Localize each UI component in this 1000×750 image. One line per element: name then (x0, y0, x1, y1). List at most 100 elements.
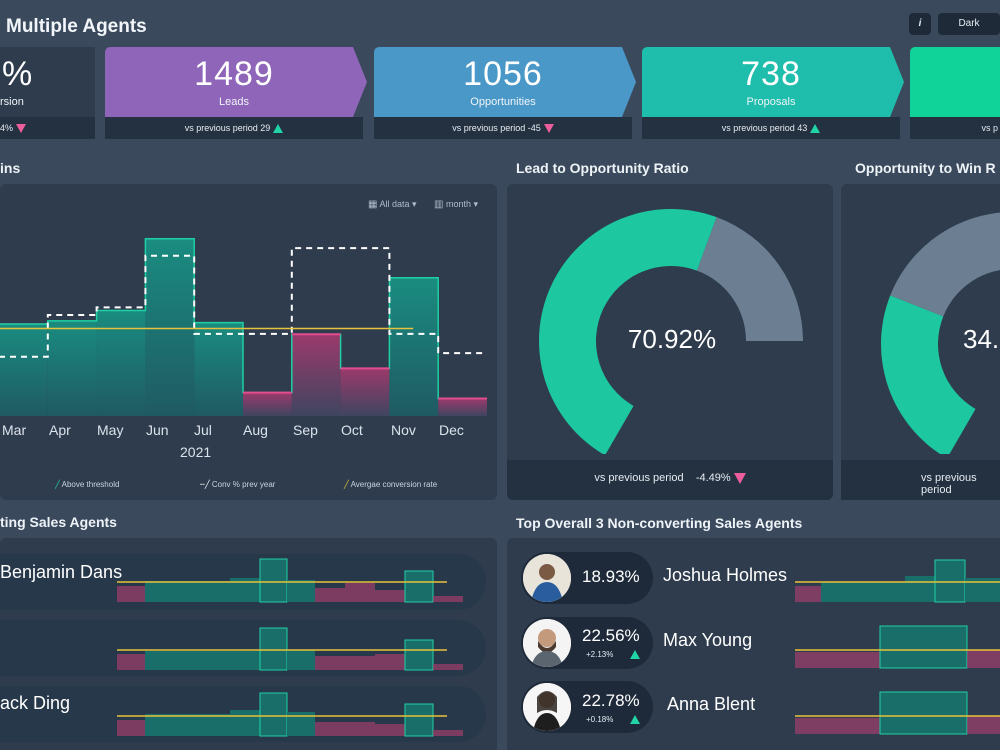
agent-name: Max Young (663, 630, 753, 650)
legend-dash-icon: ╌╱ (200, 480, 210, 489)
agent-delta: +0.18% (586, 715, 614, 724)
avatar[interactable] (523, 554, 571, 602)
agent-name: ack Ding (0, 693, 71, 713)
kpi-label: Leads (219, 96, 249, 108)
opp-win-title: Opportunity to Win R (855, 160, 996, 176)
trend-down-icon (16, 124, 27, 134)
opp-win-gauge (881, 212, 1000, 454)
kpi-value: 1489 (194, 55, 274, 93)
agent-sparkline (117, 692, 463, 737)
lead-opp-panel: 70.92% vs previous period -4.49% (507, 184, 833, 500)
kpi-footer: vs previous period -45 (452, 123, 541, 133)
trend-up-icon (273, 124, 284, 134)
agent-pct: 18.93% (582, 567, 640, 586)
bar-jun[interactable] (145, 238, 195, 416)
wins-chart-title: ins (0, 160, 21, 176)
converting-agents-title: ting Sales Agents (0, 514, 117, 530)
agent-sparkline (795, 559, 1000, 603)
gauge-remaining-arc (696, 217, 803, 341)
kpi-footer: vs previous period 29 (184, 123, 271, 133)
wins-chart-panel: ▦ All data ▾ ▥ month ▾ Mar Apr May Jun J… (0, 184, 497, 500)
theme-toggle-button[interactable]: Dark (938, 13, 1000, 35)
kpi-label: rsion (0, 96, 24, 108)
tick-label-mar: Mar (2, 422, 27, 438)
kpi-footer: 4% (0, 123, 14, 133)
kpi-value: 1056 (463, 55, 543, 93)
kpi-leads-arrow-shape (105, 47, 367, 117)
tick-label-nov: Nov (391, 422, 416, 438)
tick-label-may: May (97, 422, 124, 438)
calendar-icon: ▦ (368, 199, 378, 210)
trend-down-icon (733, 472, 746, 484)
wins-chart (0, 237, 487, 416)
legend-average-rate: ╱ Avergae conversion rate (344, 480, 438, 489)
bar-mar[interactable] (0, 323, 48, 416)
opp-win-value: 34. (963, 324, 1000, 354)
series-line-conv-prev-year (0, 247, 487, 358)
agent-name: Joshua Holmes (663, 565, 788, 585)
bar-apr[interactable] (47, 320, 97, 416)
bar-dec[interactable] (438, 398, 487, 416)
agent-sparkline (117, 558, 463, 603)
opp-win-footer: vs previous period (921, 472, 977, 496)
agent-pct: 22.56% (582, 626, 640, 645)
trend-up-icon (810, 124, 821, 134)
agent-pct: 22.78% (582, 691, 640, 710)
agent-sparkline (117, 627, 463, 671)
kpi-opportunities-card: 1056 Opportunities vs previous period -4… (374, 47, 636, 139)
kpi-footer: vs previous period 43 (721, 123, 808, 133)
agent-name: Benjamin Dans (0, 562, 123, 582)
tick-label-apr: Apr (49, 422, 71, 438)
agent-delta: +2.13% (586, 650, 614, 659)
agent-name: Anna Blent (667, 694, 756, 714)
tick-label-jul: Jul (194, 422, 212, 438)
legend-line-icon: ╱ (344, 480, 349, 489)
kpi-wins-card: vs p (910, 47, 1000, 139)
bar-chart-icon: ▥ (434, 199, 444, 210)
gauge-value-arc (881, 295, 976, 454)
agent-sparkline (795, 625, 1000, 669)
kpi-opportunities-arrow-shape (374, 47, 636, 117)
nonconverting-agents-title: Top Overall 3 Non-converting Sales Agent… (516, 515, 803, 531)
kpi-proposals-arrow-shape (642, 47, 904, 117)
bar-nov[interactable] (389, 277, 439, 416)
info-button[interactable]: i (909, 13, 931, 35)
bar-sep[interactable] (291, 334, 341, 416)
lead-opp-gauge (539, 209, 803, 454)
kpi-label: Opportunities (470, 96, 536, 108)
tick-label-jun: Jun (146, 422, 169, 438)
legend-line-icon: ╱ (55, 480, 60, 489)
kpi-conversion-card: % rsion 4% (0, 47, 95, 139)
gauge-remaining-arc (890, 212, 1000, 317)
trend-down-icon (543, 124, 554, 134)
year-label: 2021 (180, 444, 212, 460)
legend-above-threshold: ╱ Above threshold (55, 480, 120, 489)
kpi-label: Proposals (746, 96, 796, 108)
avatar[interactable] (523, 619, 571, 667)
bar-may[interactable] (96, 310, 146, 416)
bar-oct[interactable] (340, 368, 390, 416)
filter-all-data[interactable]: ▦ All data ▾ (368, 199, 417, 210)
trend-up-icon (630, 715, 640, 724)
bar-jul[interactable] (194, 322, 243, 416)
lead-opp-title: Lead to Opportunity Ratio (516, 160, 689, 176)
gauge-value-arc (539, 209, 717, 454)
filter-month[interactable]: ▥ month ▾ (434, 199, 479, 210)
lead-opp-value: 70.92% (627, 324, 717, 354)
kpi-value: 738 (741, 55, 801, 93)
trend-up-icon (630, 650, 640, 659)
tick-label-aug: Aug (243, 422, 268, 438)
series-line-above-threshold (0, 237, 487, 400)
kpi-value: % (2, 55, 34, 93)
tick-label-oct: Oct (341, 422, 363, 438)
bar-aug[interactable] (243, 392, 292, 416)
legend-conv-prev-year: ╌╱ Conv % prev year (200, 480, 276, 489)
kpi-leads-card: 1489 Leads vs previous period 29 (105, 47, 367, 139)
tick-label-sep: Sep (293, 422, 318, 438)
nonconverting-agents-panel: 18.93% Joshua Holmes 22.56% +2.13% Max Y… (507, 538, 1000, 750)
opp-win-panel: 34. vs previous period (841, 184, 1000, 500)
lead-opp-footer: vs previous period -4.49% (507, 472, 833, 484)
converting-agents-panel: Benjamin Dans ack Ding (0, 538, 497, 750)
avatar[interactable] (523, 683, 571, 731)
page-title: Multiple Agents (6, 16, 147, 37)
